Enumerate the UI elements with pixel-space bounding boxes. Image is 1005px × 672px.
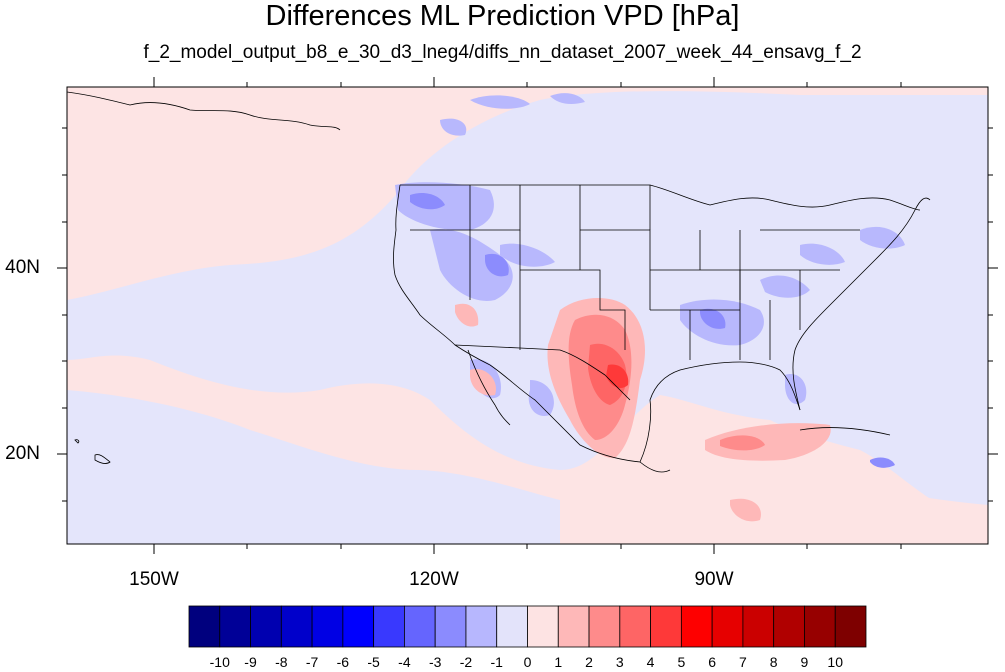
colorbar-label: 7: [739, 654, 747, 670]
colorbar-swatch: [680, 605, 713, 648]
map-subtitle: f_2_model_output_b8_e_30_d3_lneg4/diffs_…: [143, 42, 862, 63]
colorbar: [188, 605, 867, 648]
colorbar-swatch: [373, 605, 405, 648]
colorbar-swatch: [311, 605, 344, 648]
field-region: [620, 476, 988, 544]
colorbar-label: -5: [367, 654, 380, 670]
colorbar-swatch: [834, 605, 867, 648]
colorbar-label: 6: [708, 654, 717, 670]
map-title: Differences ML Prediction VPD [hPa]: [265, 0, 740, 32]
colorbar-swatch: [280, 605, 313, 648]
colorbar-label: -2: [459, 654, 473, 670]
positive-patches-peak: [606, 364, 629, 389]
colorbar-label: 8: [769, 654, 778, 670]
colorbar-swatch: [619, 605, 651, 648]
field-region: [67, 390, 560, 544]
colorbar-swatch: [650, 605, 682, 648]
colorbar-label: 9: [800, 654, 809, 670]
lon-label-90w: 90W: [694, 569, 734, 590]
colorbar-label: -4: [398, 654, 411, 670]
colorbar-swatch: [588, 605, 621, 648]
colorbar-label: 1: [554, 654, 563, 670]
colorbar-swatch: [804, 605, 836, 648]
colorbar-label: -3: [428, 654, 442, 670]
colorbar-label: 4: [646, 654, 655, 670]
colorbar-label: 10: [827, 654, 843, 670]
field-layer: [67, 87, 988, 544]
colorbar-label: -8: [275, 654, 288, 670]
colorbar-swatch: [342, 605, 375, 648]
colorbar-swatch: [219, 605, 251, 648]
tick-marks: [57, 77, 998, 554]
colorbar-label: -6: [336, 654, 350, 670]
colorbar-swatch: [188, 605, 221, 648]
lat-label-20n: 20N: [5, 443, 40, 464]
colorbar-label: -7: [305, 654, 319, 670]
colorbar-swatch: [773, 605, 805, 648]
negative-patches-strong: [410, 193, 895, 468]
colorbar-label: 2: [585, 654, 593, 670]
colorbar-label: 5: [677, 654, 686, 670]
colorbar-swatch: [250, 605, 282, 648]
colorbar-swatch: [434, 605, 467, 648]
coastlines: [67, 91, 931, 473]
colorbar-swatch: [465, 605, 498, 648]
colorbar-label: -1: [490, 654, 503, 670]
colorbar-swatch: [527, 605, 559, 648]
colorbar-swatch: [557, 605, 590, 648]
colorbar-swatch: [404, 605, 436, 648]
lon-label-150w: 150W: [129, 569, 179, 590]
field-region: [67, 87, 420, 234]
lat-label-40n: 40N: [5, 257, 40, 278]
colorbar-swatch: [496, 605, 528, 648]
colorbar-label: 3: [615, 654, 624, 670]
lon-label-120w: 120W: [409, 569, 459, 590]
colorbar-label: -10: [209, 654, 230, 670]
colorbar-swatch: [742, 605, 775, 648]
colorbar-swatch: [711, 605, 744, 648]
colorbar-label: -9: [244, 654, 257, 670]
colorbar-label: 0: [523, 654, 532, 670]
